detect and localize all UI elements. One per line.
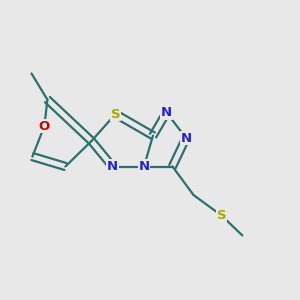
Text: N: N xyxy=(138,160,150,173)
Text: O: O xyxy=(39,119,50,133)
Text: N: N xyxy=(107,160,118,173)
Text: S: S xyxy=(111,107,120,121)
Text: N: N xyxy=(161,106,172,119)
Text: S: S xyxy=(217,209,226,222)
Text: N: N xyxy=(180,131,192,145)
